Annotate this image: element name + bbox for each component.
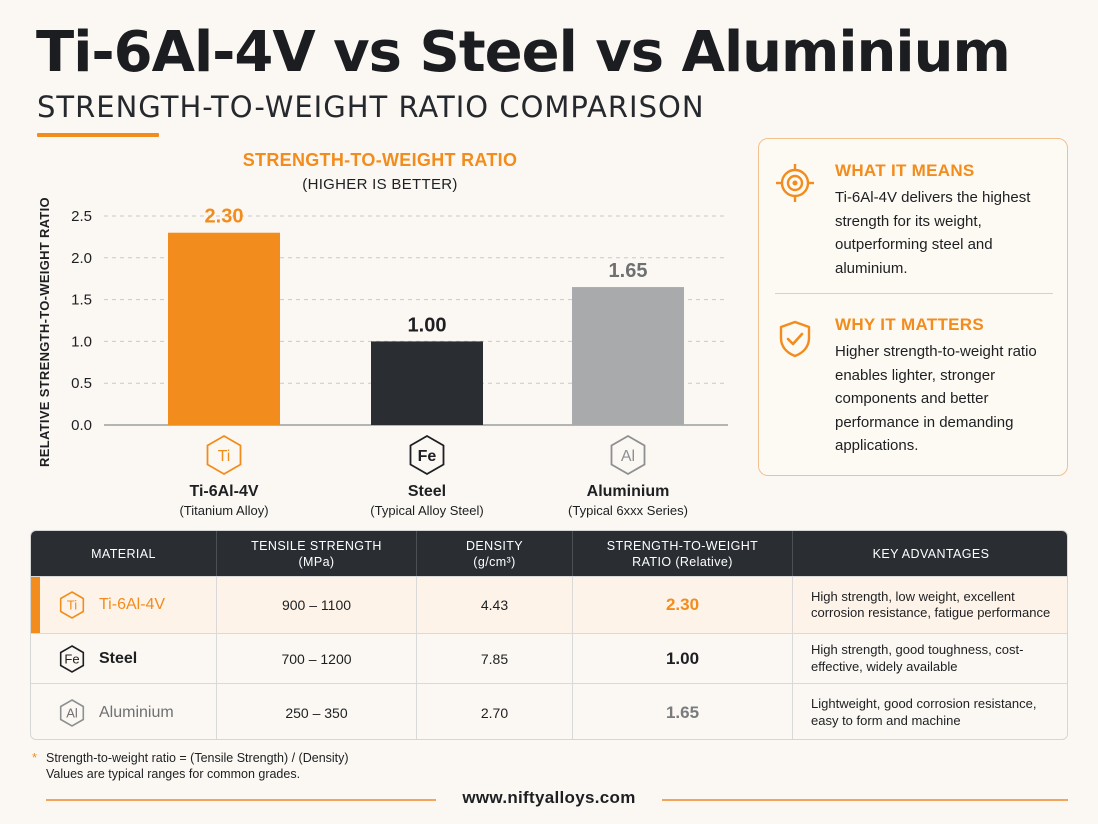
material-cell: Al Aluminium (31, 684, 217, 739)
x-category-sublabel: (Typical 6xxx Series) (568, 503, 688, 518)
bar-steel (371, 341, 483, 425)
tensile-cell: 250 – 350 (217, 684, 417, 739)
titanium-symbol-text: Ti (67, 598, 77, 613)
element-hexagon-icon (409, 434, 445, 476)
y-tick-label: 2.0 (71, 250, 92, 267)
target-icon (776, 164, 814, 202)
info-card: WHAT IT MEANS Ti-6Al-4V delivers the hig… (758, 138, 1068, 476)
x-category-sublabel: (Typical Alloy Steel) (370, 503, 483, 518)
density-cell: 7.85 (417, 634, 573, 683)
bar-value-label: 1.65 (609, 260, 648, 282)
website-link[interactable]: www.niftyalloys.com (462, 788, 636, 807)
bar-value-label: 2.30 (205, 206, 244, 228)
footer-rule-right (662, 799, 1068, 801)
header-advantages: KEY ADVANTAGES (872, 546, 990, 561)
x-category-sublabel: (Titanium Alloy) (179, 503, 268, 518)
footnote-star: * (32, 750, 38, 765)
material-name: Aluminium (99, 703, 174, 721)
what-it-means-heading: WHAT IT MEANS (835, 161, 975, 180)
y-tick-label: 2.5 (71, 208, 92, 225)
table-row: Ti Ti-6Al-4V 900 – 1100 4.43 2.30 High s… (31, 576, 1067, 633)
titanium-symbol-icon: Ti (59, 591, 85, 619)
material-cell: Fe Steel (31, 634, 217, 683)
tensile-cell: 700 – 1200 (217, 634, 417, 683)
element-symbol: Fe (418, 448, 437, 465)
header-density: DENSITY (g/cm³) (417, 531, 573, 576)
material-cell: Ti Ti-6Al-4V (31, 577, 217, 633)
advantages-cell: High strength, good toughness, cost-effe… (811, 642, 1024, 674)
why-it-matters-text: Higher strength-to-weight ratio enables … (835, 343, 1037, 454)
iron-symbol-icon: Fe (59, 644, 85, 673)
title-underline (37, 133, 159, 137)
element-hexagon-icon (610, 434, 646, 476)
x-category-label: Ti-6Al-4V (189, 483, 258, 500)
why-it-matters-heading: WHY IT MATTERS (835, 315, 985, 334)
aluminium-symbol-icon: Al (59, 698, 85, 727)
header-ratio: STRENGTH-TO-WEIGHT RATIO (Relative) (573, 531, 793, 576)
y-tick-label: 0.0 (71, 417, 92, 434)
x-category-label: Aluminium (587, 483, 670, 500)
element-hexagon-icon (206, 434, 242, 476)
footnote-line-1: Strength-to-weight ratio = (Tensile Stre… (46, 751, 349, 765)
y-axis-label: RELATIVE STRENGTH-TO-WEIGHT RATIO (37, 197, 52, 467)
aluminium-symbol-text: Al (66, 705, 78, 720)
what-it-means-text: Ti-6Al-4V delivers the highest strength … (835, 189, 1031, 277)
material-name: Ti-6Al-4V (99, 596, 166, 613)
table-row: Al Aluminium 250 – 350 2.70 1.65 Lightwe… (31, 683, 1067, 739)
bar-aluminium (572, 287, 684, 425)
material-name: Steel (99, 649, 138, 667)
ratio-cell: 1.00 (573, 634, 793, 683)
y-tick-label: 1.5 (71, 292, 92, 309)
advantages-cell: High strength, low weight, excellent cor… (811, 588, 1051, 621)
bar-chart: RELATIVE STRENGTH-TO-WEIGHT RATIO 0.0 0.5 1… (37, 197, 728, 518)
comparison-table: MATERIAL TENSILE STRENGTH (MPa) DENSITY … (30, 530, 1068, 740)
footnote: Strength-to-weight ratio = (Tensile Stre… (46, 750, 349, 782)
footer-rule-left (46, 799, 436, 801)
info-divider (775, 293, 1053, 294)
chart-subtitle: (HIGHER IS BETTER) (302, 176, 458, 193)
tensile-cell: 900 – 1100 (217, 577, 417, 633)
iron-symbol-text: Fe (64, 651, 79, 666)
footnote-line-2: Values are typical ranges for common gra… (46, 767, 301, 781)
header-material: MATERIAL (31, 531, 217, 576)
advantages-cell: Lightweight, good corrosion resistance, … (811, 696, 1037, 728)
element-symbol: Ti (218, 448, 231, 465)
bar-ti-6al-4v (168, 232, 280, 425)
row-highlight-bar (31, 577, 40, 633)
table-row: Fe Steel 700 – 1200 7.85 1.00 High stren… (31, 633, 1067, 683)
x-category-label: Steel (408, 483, 446, 500)
chart-title: STRENGTH-TO-WEIGHT RATIO (242, 150, 518, 170)
header-tensile: TENSILE STRENGTH (MPa) (217, 531, 417, 576)
y-tick-label: 0.5 (71, 375, 92, 392)
element-symbol: Al (621, 448, 635, 465)
y-tick-label: 1.0 (71, 333, 92, 350)
bar-value-label: 1.00 (408, 314, 447, 336)
density-cell: 4.43 (417, 577, 573, 633)
page-title: Ti-6Al-4V vs Steel vs Aluminium (36, 20, 1011, 85)
page-subtitle: STRENGTH-TO-WEIGHT RATIO COMPARISON (37, 90, 705, 124)
ratio-cell: 2.30 (573, 577, 793, 633)
shield-check-icon (779, 320, 811, 358)
table-header-row: MATERIAL TENSILE STRENGTH (MPa) DENSITY … (31, 531, 1067, 576)
density-cell: 2.70 (417, 684, 573, 739)
ratio-cell: 1.65 (573, 684, 793, 739)
